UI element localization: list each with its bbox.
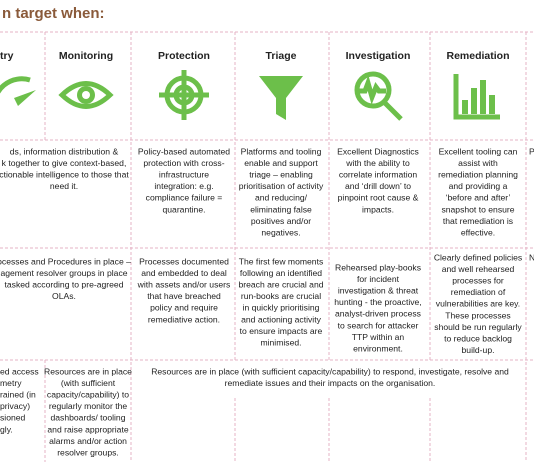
slide-title: n target when: [2,5,105,22]
cell-text: remediation planning [438,169,518,179]
cell-text: triage – enabling [249,169,313,179]
column-header: Monitoring [59,50,113,62]
cell-text: protection with cross- [143,158,224,168]
cell-text: resolver groups. [57,447,119,457]
cell-text: hunting - the proactive, [334,297,421,307]
cell-text: positives and/or [251,216,311,226]
cell-text: dashboards/ tooling [50,413,125,423]
cell-text: and embedded to deal [141,268,227,278]
cell-text: minimised. [260,337,301,347]
cell-text: gly. [0,424,13,434]
cell-text: Clearly defined policies [434,252,522,262]
cell-text: correlate information [339,169,418,179]
cell-text: environment. [353,343,403,353]
cell-text: eliminating false [250,204,312,214]
column-header: try [0,50,14,62]
cell-text: Processes documented [139,256,229,266]
cell-text: following an identified [240,268,322,278]
cell-text: remediative action. [148,314,220,324]
cell-text: sioned [0,413,26,423]
cell-text: that remediation is [443,216,513,226]
cell-text: metry [0,378,22,388]
cell-text: for incident [357,274,400,284]
cell-text: Policy-based automated [138,146,230,156]
grid-rules [0,31,534,462]
cell-text: negatives. [261,227,300,237]
cell-text: and reducing/ [255,193,308,203]
cell-text: alarms and/or action [49,436,127,446]
icons [0,70,500,121]
column-header: Remediation [446,50,509,62]
cell-text: N [529,252,534,262]
cell-text: policy and require [150,303,218,313]
cell-text: integration: e.g. [154,181,213,191]
cell-text: The first few moments [239,256,324,266]
cell-text: to search for attacker [338,320,419,330]
cell-text: TTP within an [352,332,405,342]
cell-text: Excellent Diagnostics [337,146,419,156]
cell-text: effective. [461,227,495,237]
cell-text: ‘before and after’ [446,193,511,203]
cell-text: k together to give context-based, [2,158,127,168]
cell-text: Excellent tooling can [439,146,518,156]
cell-text: rained (in [0,389,36,399]
cell-text: with the ability to [345,158,410,168]
cell-text: Rehearsed play-books [335,262,421,272]
cell-text: (with sufficient [61,378,116,388]
cell-text: remediate issues and their impacts on th… [225,378,436,388]
cell-text: OLAs. [52,291,76,301]
cell-text: processes for [452,275,504,285]
cell-text: ocesses and Procedures in place – [0,256,131,266]
cell-text: that have breached [147,291,221,301]
cell-text: should be run regularly [434,322,522,332]
cell-text: These processes [445,310,510,320]
cell-text: privacy) [0,401,30,411]
column-header: Triage [266,50,297,62]
cell-text: investigation & threat [338,285,419,295]
cell-text: build-up. [462,345,495,355]
cell-text: compliance failure = [146,193,223,203]
cell-text: regularly monitor the [49,401,128,411]
cell-text: infrastructure [159,169,209,179]
cell-text: and raise appropriate [47,424,128,434]
cell-text: prioritisation of activity [239,181,324,191]
cell-text: Platforms and tooling [241,146,322,156]
cell-text: pinpoint root cause & [338,193,419,203]
cell-text: capacity/capability) to [47,389,129,399]
cell-text: Resources are in place (with sufficient … [151,366,509,376]
cell-text: agement resolver groups in place [0,268,127,278]
cell-text: and ‘drill down’ to [345,181,411,191]
column-header: Investigation [346,50,411,62]
cell-text: assist with [458,158,498,168]
cell-text: quarantine. [162,204,205,214]
cell-text: tasked according to pre-agreed [5,279,124,289]
cell-text: run-books are crucial [241,291,321,301]
cell-text: breach are crucial and [238,279,323,289]
cell-text: snapshot to ensure [441,204,514,214]
cell-text: vulnerabilities are key. [436,299,520,309]
cell-text: in quickly prioritising [243,303,320,313]
cell-text: and providing a [449,181,508,191]
cell-text: Resources are in place [44,366,132,376]
cell-text: and actioning activity [241,314,321,324]
cell-text: impacts. [362,204,394,214]
cell-text: need it. [50,181,78,191]
cell-text: P [529,146,534,156]
cell-text: to reduce backlog [444,333,512,343]
cell-text: with assets and/or users [137,279,231,289]
cell-text: enable and support [244,158,318,168]
cell-text: analyst-driven process [335,309,421,319]
cell-text: remediation of [451,287,506,297]
cell-text: ed access [0,366,39,376]
cell-text: ds, information distribution & [10,146,119,156]
cell-text: to ensure impacts are [240,326,323,336]
cell-text: ctionable intelligence to those that [0,169,129,179]
cell-text: and well rehearsed [442,264,515,274]
column-header: Protection [158,50,210,62]
